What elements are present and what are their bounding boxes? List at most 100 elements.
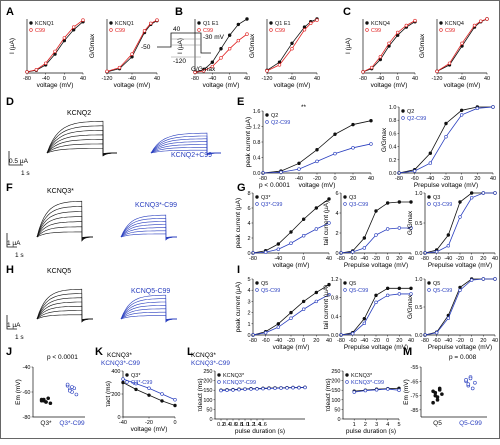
- legend-label: Q5: [349, 281, 356, 287]
- x-tick-label: 0: [302, 256, 305, 262]
- data-point: [276, 325, 281, 329]
- x-tick-label: 40: [492, 256, 498, 262]
- data-point: [70, 385, 74, 389]
- legend-label: Q3*-C99: [131, 380, 152, 386]
- data-point: [289, 310, 293, 315]
- data-point: [255, 387, 259, 391]
- legend-marker: [109, 28, 113, 32]
- legend-label: Q1 E1: [203, 21, 219, 27]
- data-point: [121, 377, 125, 381]
- y-tick-label: 0.4: [389, 145, 397, 151]
- data-point: [435, 69, 439, 74]
- data-point: [485, 17, 489, 21]
- x-tick-label: 40: [326, 338, 332, 344]
- data-point: [362, 246, 367, 250]
- data-point: [458, 215, 462, 219]
- data-point: [434, 331, 439, 335]
- data-point: [327, 292, 331, 297]
- x-tick-label: 20: [480, 338, 486, 344]
- y-tick-label: 0.8: [389, 118, 397, 124]
- data-point: [147, 386, 151, 390]
- trace-label-l-mut: KCNQ3*-C99: [191, 360, 230, 367]
- y-tick-label: 0.0: [331, 333, 339, 339]
- trace-sweep: [36, 310, 93, 321]
- data-point: [68, 388, 72, 393]
- x-tick-label: Q5: [433, 420, 442, 427]
- data-point: [459, 113, 464, 117]
- data-point: [444, 135, 448, 139]
- legend-label: Q1 E1: [275, 21, 291, 27]
- trace-sweep: [150, 132, 222, 156]
- x-tick-label: 1.2: [247, 422, 255, 428]
- legend-marker: [269, 21, 273, 25]
- data-point: [352, 390, 356, 394]
- data-point: [385, 286, 390, 291]
- x-axis-label: voltage (mV): [444, 82, 481, 89]
- y-tick-label: 8: [247, 191, 250, 197]
- panel-letter-h: H: [6, 264, 14, 276]
- legend-marker: [265, 113, 269, 117]
- x-tick-label: 40: [408, 256, 414, 262]
- y-tick-label: 200: [203, 379, 212, 385]
- data-point: [315, 148, 319, 152]
- x-tick-label: 0: [173, 420, 176, 426]
- data-point: [173, 403, 177, 408]
- data-point: [291, 386, 295, 390]
- y-tick-label: -60: [23, 390, 31, 396]
- x-tick-label: 20: [396, 338, 402, 344]
- x-tick-label: 0: [396, 76, 399, 82]
- legend-marker: [427, 288, 431, 292]
- x-tick-label: -40: [288, 76, 296, 82]
- y-tick-label: -55: [411, 365, 419, 371]
- x-tick-label: -80: [191, 76, 199, 82]
- x-tick-label: -60: [433, 338, 441, 344]
- data-point: [481, 191, 486, 195]
- legend-marker: [125, 380, 129, 384]
- data-point: [437, 388, 442, 392]
- legend-label: Q2: [271, 113, 278, 119]
- series-line: [252, 222, 330, 254]
- panel-letter-e: E: [237, 96, 244, 108]
- data-point: [302, 28, 307, 32]
- data-point: [297, 167, 301, 171]
- trace-label-f-wt: KCNQ3*: [47, 188, 74, 195]
- y-tick-label: -80: [23, 415, 31, 421]
- x-tick-label: -80: [23, 76, 31, 82]
- x-tick-label: 5: [397, 422, 400, 428]
- data-point: [301, 307, 306, 311]
- data-point: [458, 288, 462, 292]
- legend-marker: [345, 373, 349, 377]
- traces-h-wt: [36, 288, 94, 323]
- scale-time-h: 1 s: [15, 334, 24, 341]
- legend-marker: [255, 202, 259, 206]
- x-tick-label: 1: [353, 422, 356, 428]
- y-axis-label: τdeact (ms): [197, 378, 204, 411]
- data-point: [231, 388, 235, 392]
- x-tick-label: 0: [470, 338, 473, 344]
- x-tick-label: -120: [101, 76, 112, 82]
- x-tick-label: 0: [386, 338, 389, 344]
- x-tick-label: 0: [470, 256, 473, 262]
- legend-label: C99: [35, 28, 45, 34]
- y-tick-label: 250: [203, 369, 212, 375]
- x-tick-label: -20: [372, 256, 380, 262]
- panel-letter-a: A: [6, 6, 14, 18]
- y-tick-label: 0.8: [253, 140, 261, 146]
- legend-marker: [343, 195, 347, 199]
- protocol-bottom: -120: [173, 58, 186, 65]
- legend-marker: [343, 202, 347, 206]
- x-tick-label: 0.8: [235, 422, 243, 428]
- data-point: [362, 316, 367, 321]
- data-point: [315, 18, 319, 22]
- y-axis-label: τdeact (ms): [325, 378, 332, 411]
- data-point: [25, 70, 29, 74]
- x-tick-label: -80: [249, 338, 257, 344]
- x-axis-label: Prepulse voltage (mV): [428, 262, 492, 269]
- x-tick-label: -40: [274, 256, 282, 262]
- x-tick-label: Q3*: [40, 420, 52, 427]
